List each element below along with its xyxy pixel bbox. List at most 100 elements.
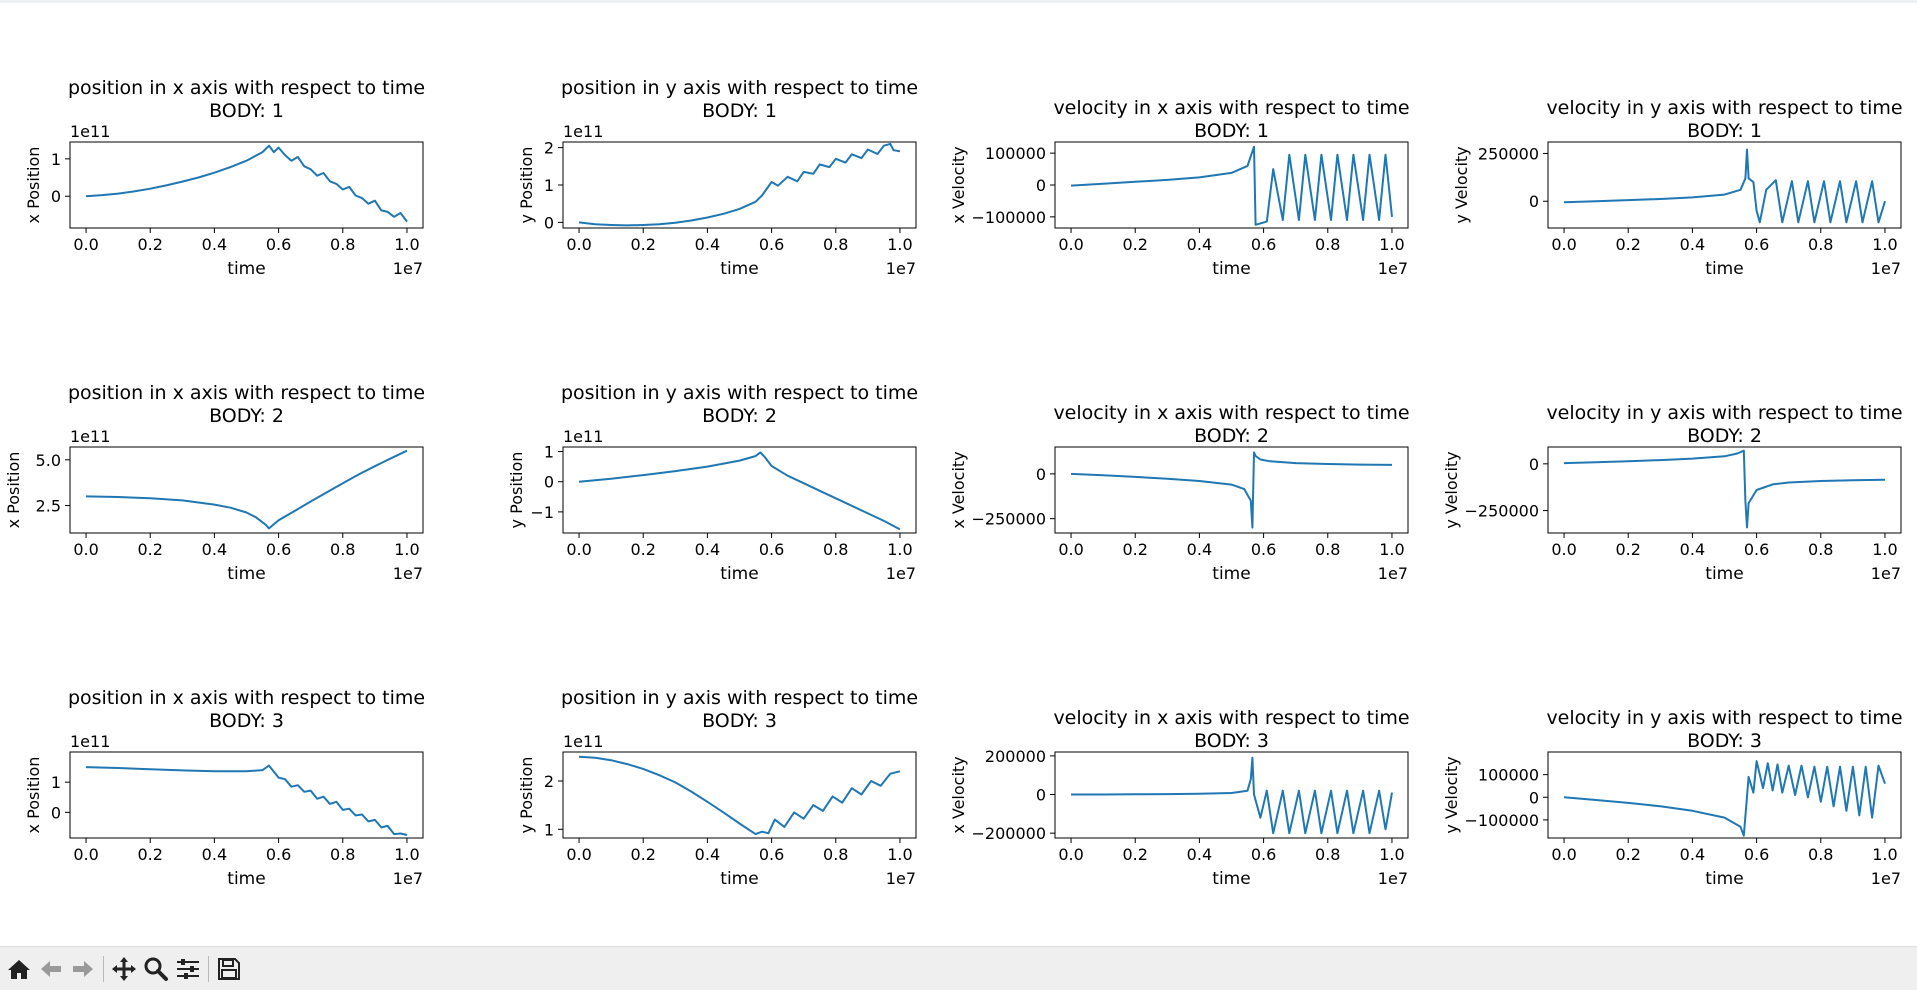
axes-frame [1547,446,1902,534]
axes-frame [562,446,917,534]
x-tick-label: 0.4 [202,540,227,559]
save-button[interactable] [213,953,245,985]
x-tick-label: 0.0 [566,235,591,254]
x-tick-label: 0.2 [138,235,163,254]
y-tick-label: 1 [51,773,61,792]
subplot-7: velocity in x axis with respect to timeB… [949,402,1410,584]
y-tick-label: 250000 [1478,144,1539,163]
subplot-2: position in y axis with respect to timeB… [517,77,918,279]
x-tick-label: 0.8 [1315,235,1340,254]
x-tick-label: 1.0 [887,235,912,254]
x-tick-label: 0.0 [1551,845,1576,864]
x-offset-label: 1e7 [1378,869,1408,888]
x-tick-label: 1.0 [394,540,419,559]
y-offset-label: 1e11 [563,732,603,751]
toolbar-separator [208,955,209,982]
x-tick-label: 1.0 [1872,540,1897,559]
y-tick-label: 100000 [1478,766,1539,785]
y-offset-label: 1e11 [70,122,110,141]
subplot-title: position in x axis with respect to time [68,77,425,99]
series-line [1563,760,1886,837]
series-line [1070,451,1393,529]
y-tick-label: 1 [544,176,554,195]
y-tick-label: −1 [530,503,554,522]
series-line [578,451,901,531]
subplot-subtitle: BODY: 1 [1194,120,1269,142]
y-offset-label: 1e11 [563,427,603,446]
y-tick-label: 0 [1036,176,1046,195]
x-tick-label: 0.6 [1251,845,1276,864]
series-line [1563,148,1886,224]
x-tick-label: 0.8 [330,540,355,559]
subplot-title: velocity in x axis with respect to time [1053,97,1409,119]
y-tick-label: 100000 [985,144,1046,163]
x-tick-label: 0.8 [823,235,848,254]
x-tick-label: 0.4 [1680,540,1705,559]
subplot-title: position in x axis with respect to time [68,382,425,404]
x-tick-label: 0.0 [1551,235,1576,254]
configure-subplots-button[interactable] [172,953,204,985]
x-tick-label: 1.0 [394,845,419,864]
x-tick-label: 0.0 [1058,235,1083,254]
y-tick-label: 0 [1529,455,1539,474]
x-axis-label: time [720,259,758,279]
x-tick-label: 1.0 [887,540,912,559]
x-tick-label: 0.0 [73,845,98,864]
subplot-8: velocity in y axis with respect to timeB… [1442,402,1903,584]
x-axis-label: time [227,869,265,889]
y-tick-label: 0 [51,187,61,206]
x-tick-label: 0.0 [1058,540,1083,559]
y-tick-label: 0 [1529,192,1539,211]
x-tick-label: 0.4 [202,845,227,864]
y-tick-label: 1 [544,820,554,839]
arrow-left-icon [41,960,61,977]
move-icon [112,956,136,981]
subplot-11: velocity in x axis with respect to timeB… [949,707,1410,889]
series-line [1070,145,1393,226]
x-tick-label: 1.0 [1872,235,1897,254]
x-tick-label: 0.4 [695,540,720,559]
x-tick-label: 0.6 [759,235,784,254]
y-tick-label: 0 [1036,465,1046,484]
x-offset-label: 1e7 [393,869,423,888]
x-tick-label: 0.2 [1616,845,1641,864]
x-tick-label: 0.4 [1680,235,1705,254]
x-tick-label: 0.4 [1187,845,1212,864]
x-tick-label: 0.2 [1616,540,1641,559]
y-tick-label: 0 [544,213,554,232]
x-tick-label: 0.0 [566,540,591,559]
subplot-4: velocity in y axis with respect to timeB… [1452,97,1903,279]
subplot-12: velocity in y axis with respect to timeB… [1442,707,1903,889]
subplot-1: position in x axis with respect to timeB… [24,77,425,279]
y-axis-label: y Velocity [1442,451,1461,528]
y-tick-label: 2.5 [36,497,61,516]
back-button[interactable] [35,953,67,985]
x-tick-label: 0.6 [266,235,291,254]
y-axis-label: y Velocity [1442,756,1461,833]
zoom-button[interactable] [140,953,172,985]
subplot-10: position in y axis with respect to timeB… [517,687,918,889]
x-axis-label: time [1705,259,1743,279]
x-tick-label: 0.4 [1187,235,1212,254]
subplot-subtitle: BODY: 3 [702,710,777,732]
x-tick-label: 0.2 [631,845,656,864]
subplot-subtitle: BODY: 3 [1194,730,1269,752]
y-tick-label: 1 [51,150,61,169]
forward-button[interactable] [67,953,99,985]
x-axis-label: time [1705,869,1743,889]
y-offset-label: 1e11 [563,122,603,141]
x-tick-label: 0.2 [138,845,163,864]
toolbar-separator [103,955,104,982]
series-line [85,764,408,836]
x-offset-label: 1e7 [393,564,423,583]
pan-button[interactable] [108,953,140,985]
series-line [1563,449,1886,529]
subplot-title: velocity in x axis with respect to time [1053,402,1409,424]
magnifier-icon [144,957,168,981]
series-line [85,144,408,223]
x-tick-label: 0.8 [823,540,848,559]
x-tick-label: 0.8 [1808,845,1833,864]
home-button[interactable] [3,953,35,985]
axes-frame [1054,141,1409,229]
y-tick-label: −100000 [972,208,1046,227]
